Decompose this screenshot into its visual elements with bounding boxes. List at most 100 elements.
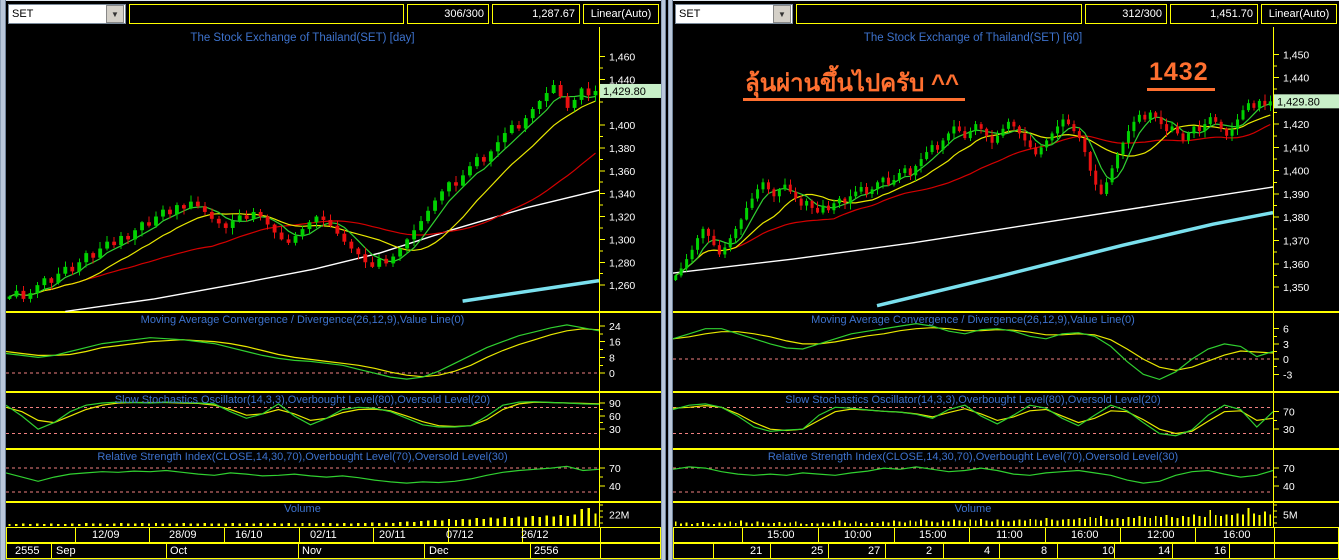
period-axis-row: 2555 Sep Oct Nov Dec 2556 — [6, 543, 661, 559]
svg-text:40: 40 — [609, 481, 621, 493]
chevron-down-icon[interactable]: ▼ — [773, 5, 791, 23]
macd-panel[interactable]: 6 3 0 -3 Moving Average Convergence / Diverg… — [673, 312, 1339, 392]
svg-text:1,440: 1,440 — [1283, 73, 1309, 85]
svg-text:40: 40 — [1283, 481, 1295, 493]
axis-label: 12:00 — [1147, 529, 1175, 541]
svg-text:Relative Strength Index(CLOSE,: Relative Strength Index(CLOSE,14,30,70),… — [97, 451, 507, 463]
svg-text:Moving Average Convergence / D: Moving Average Convergence / Divergence(… — [141, 314, 465, 326]
axis-label: 20/11 — [379, 529, 406, 541]
bar-count-field: 312/300 — [1085, 4, 1167, 24]
axis-grid-divider — [530, 544, 531, 558]
svg-text:1,429.80: 1,429.80 — [1277, 96, 1320, 108]
svg-text:1,360: 1,360 — [1283, 259, 1309, 271]
svg-text:30: 30 — [609, 424, 621, 436]
svg-text:70: 70 — [1283, 407, 1295, 419]
price-chart[interactable]: 1,460 1,440 1,400 1,380 1,360 1,340 1,320 1,300… — [6, 27, 661, 312]
axis-grid-divider — [373, 528, 374, 542]
svg-text:6: 6 — [1283, 324, 1289, 336]
window-frame-gap — [666, 0, 668, 560]
toolbar-empty-field — [796, 4, 1082, 24]
axis-label: 27 — [868, 545, 881, 557]
axis-grid-divider — [1274, 544, 1275, 558]
svg-text:1,350: 1,350 — [1283, 282, 1309, 294]
axis-label: 2556 — [534, 545, 559, 557]
axis-grid-divider — [713, 544, 714, 558]
volume-panel[interactable]: 5M Volume — [673, 502, 1339, 527]
axis-grid-divider — [1045, 528, 1046, 542]
svg-text:1,390: 1,390 — [1283, 189, 1309, 201]
svg-text:30: 30 — [1283, 424, 1295, 436]
svg-text:The Stock Exchange of Thailand: The Stock Exchange of Thailand(SET) [day… — [190, 32, 414, 44]
axis-label: 12/09 — [92, 529, 120, 541]
axis-grid-divider — [1195, 528, 1196, 542]
price-pane-wrap-left: 1,460 1,440 1,400 1,380 1,360 1,340 1,320 1,300… — [6, 27, 661, 312]
symbol-value: SET — [679, 8, 701, 20]
svg-text:1,300: 1,300 — [609, 234, 635, 246]
axis-grid-divider — [424, 544, 425, 558]
symbol-value: SET — [12, 8, 34, 20]
stochastics-panel[interactable]: 70 30 Slow Stochastics Oscillator(14,3,3),… — [673, 392, 1339, 449]
symbol-dropdown[interactable]: SET ▼ — [8, 4, 126, 24]
window-frame-strip-left — [0, 0, 6, 560]
svg-text:Volume: Volume — [955, 503, 992, 515]
rsi-panel[interactable]: 70 40 Relative Strength Index(CLOSE,14,30,… — [673, 449, 1339, 502]
axis-grid-divider — [1229, 544, 1230, 558]
axis-label: Dec — [429, 545, 449, 557]
time-axis-row: 15:00 10:00 15:00 11:00 16:00 12:00 16:00 — [673, 527, 1339, 543]
axis-grid-divider — [600, 528, 601, 542]
symbol-dropdown[interactable]: SET ▼ — [675, 4, 793, 24]
svg-text:0: 0 — [609, 368, 615, 380]
axis-grid-divider — [770, 544, 771, 558]
scale-mode-button[interactable]: Linear(Auto) — [1261, 4, 1337, 24]
axis-grid-divider — [999, 544, 1000, 558]
volume-panel[interactable]: 22M Volume — [6, 502, 661, 527]
svg-text:Volume: Volume — [284, 503, 321, 515]
scale-mode-button[interactable]: Linear(Auto) — [583, 4, 659, 24]
svg-text:8: 8 — [609, 352, 615, 364]
axis-label: 26/12 — [521, 529, 549, 541]
axis-grid-divider — [969, 528, 970, 542]
svg-text:Moving Average Convergence / D: Moving Average Convergence / Divergence(… — [811, 314, 1135, 326]
axis-label: 15:00 — [767, 529, 795, 541]
toolbar-right: SET ▼ 312/300 1,451.70 Linear(Auto) — [673, 1, 1339, 27]
svg-text:1,360: 1,360 — [609, 166, 635, 178]
axis-label: 28/09 — [169, 529, 197, 541]
toolbar-empty-field — [129, 4, 404, 24]
svg-text:1,260: 1,260 — [609, 280, 635, 292]
svg-text:90: 90 — [609, 398, 621, 410]
svg-text:3: 3 — [1283, 339, 1289, 351]
axis-label: 25 — [811, 545, 824, 557]
svg-text:1,380: 1,380 — [609, 143, 635, 155]
chart-window-60min: SET ▼ 312/300 1,451.70 Linear(Auto) 1,45… — [673, 0, 1339, 560]
window-frame-strip-mid1 — [661, 0, 666, 560]
axis-grid-divider — [298, 544, 299, 558]
axis-grid-divider — [828, 544, 829, 558]
svg-text:1,400: 1,400 — [609, 120, 635, 132]
macd-panel[interactable]: 24 16 8 0 Moving Average Convergence / Diver… — [6, 312, 661, 392]
svg-text:1,280: 1,280 — [609, 257, 635, 269]
svg-text:70: 70 — [1283, 463, 1295, 475]
chevron-down-icon[interactable]: ▼ — [106, 5, 124, 23]
axis-grid-divider — [885, 544, 886, 558]
axis-grid-divider — [1114, 544, 1115, 558]
axis-grid-divider — [166, 544, 167, 558]
price-pane-wrap-right: 1,4501,4401,4301,4201,4101,4001,3901,380… — [673, 27, 1339, 312]
axis-grid-divider — [818, 528, 819, 542]
annotation-price-target: 1432 — [1147, 58, 1215, 91]
price-chart[interactable]: 1,4501,4401,4301,4201,4101,4001,3901,380… — [673, 27, 1339, 312]
svg-text:-3: -3 — [1283, 369, 1292, 381]
axis-label: 2555 — [15, 545, 40, 557]
axis-grid-divider — [1172, 544, 1173, 558]
axis-label: 4 — [984, 545, 991, 557]
axis-label: Oct — [170, 545, 188, 557]
axis-grid-divider — [448, 528, 449, 542]
axis-grid-divider — [894, 528, 895, 542]
rsi-panel[interactable]: 70 40 Relative Strength Index(CLOSE,14,30,… — [6, 449, 661, 502]
svg-text:Slow Stochastics Oscillator(14: Slow Stochastics Oscillator(14,3,3),Over… — [115, 394, 490, 406]
svg-text:5M: 5M — [1283, 510, 1298, 522]
axis-grid-divider — [522, 528, 523, 542]
axis-label: 11:00 — [996, 529, 1023, 541]
axis-label: Nov — [302, 545, 322, 557]
